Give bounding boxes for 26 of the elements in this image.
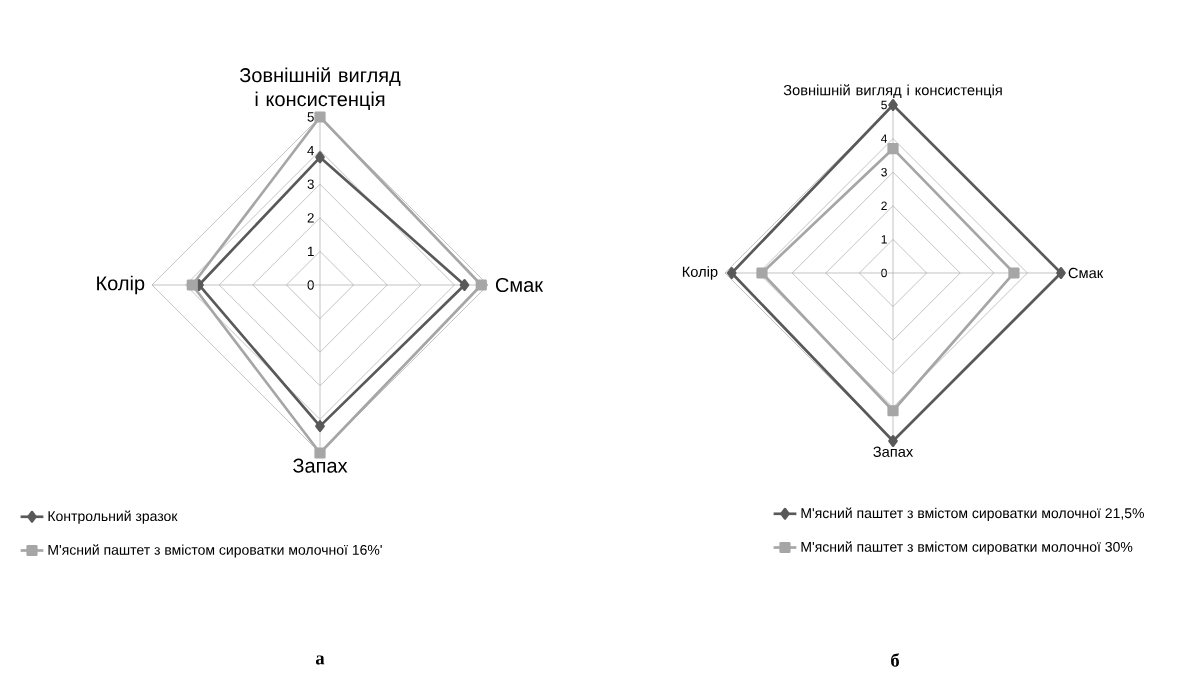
y-tick-label: 0 (881, 268, 887, 278)
spoke-label: Колір (97, 275, 145, 295)
y-tick-label: 4 (881, 134, 888, 143)
y-tick-label: 1 (308, 246, 314, 256)
spoke-label: Колір (682, 266, 718, 280)
y-tick-label: 3 (307, 179, 314, 189)
legend-label: М'ясний паштет з вмістом сироватки молочної 21,5% (801, 507, 1144, 521)
y-tick-label: 4 (307, 145, 315, 156)
legend-label: Контрольний зразок (48, 510, 178, 524)
spoke-label: Зовнішній вигляд і консистенція (239, 67, 401, 111)
y-tick-label: 5 (881, 100, 887, 110)
spoke-label: Смак (1068, 267, 1104, 279)
y-tick-label: 2 (307, 213, 314, 223)
y-tick-label: 0 (307, 280, 314, 290)
y-tick-label: 2 (881, 201, 887, 210)
legend-label: М'ясний паштет з вмістом сироватки молочної 30% (801, 541, 1133, 555)
y-tick-label: 5 (307, 112, 314, 122)
text: а (315, 655, 325, 665)
text: б (891, 653, 899, 667)
legend-label: М'ясний паштет з вмістом сироватки молочної 16%' (48, 544, 382, 558)
spoke-label: Запах (293, 458, 348, 473)
y-tick-label: 3 (881, 167, 887, 177)
y-tick-label: 1 (881, 235, 887, 244)
spoke-label: Смак (495, 277, 544, 293)
spoke-label: Запах (873, 446, 914, 457)
spoke-label: Зовнішній вигляд і консистенція (783, 84, 1002, 99)
